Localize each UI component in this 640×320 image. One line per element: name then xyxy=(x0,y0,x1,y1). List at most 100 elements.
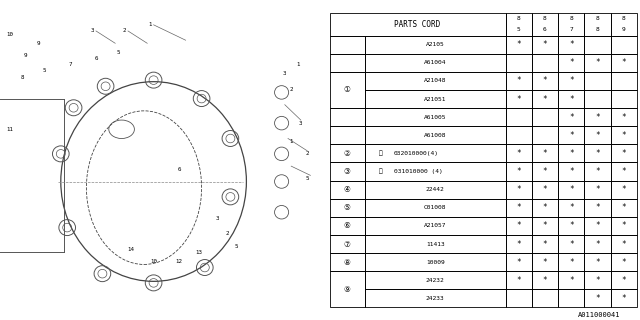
Text: A61005: A61005 xyxy=(424,115,447,120)
Text: *: * xyxy=(621,113,626,122)
Text: *: * xyxy=(543,149,547,158)
Text: *: * xyxy=(595,113,600,122)
Text: *: * xyxy=(543,167,547,176)
Text: ⑧: ⑧ xyxy=(344,258,351,267)
Bar xyxy=(365,289,506,308)
Text: *: * xyxy=(543,239,547,249)
Text: 12: 12 xyxy=(176,259,182,264)
Text: *: * xyxy=(621,239,626,249)
Bar xyxy=(365,126,506,144)
Bar xyxy=(558,144,584,163)
Text: 5: 5 xyxy=(517,27,520,32)
Text: 11413: 11413 xyxy=(426,242,445,246)
Bar xyxy=(584,36,611,54)
Text: *: * xyxy=(595,149,600,158)
Text: *: * xyxy=(569,167,573,176)
Text: A21048: A21048 xyxy=(424,78,447,84)
Bar xyxy=(532,217,558,235)
Text: ⑨: ⑨ xyxy=(344,285,351,294)
Bar xyxy=(506,253,532,271)
Bar xyxy=(558,126,584,144)
Bar xyxy=(611,36,637,54)
Text: *: * xyxy=(516,185,521,194)
Text: 10009: 10009 xyxy=(426,260,445,265)
Bar xyxy=(611,12,637,36)
Text: 6: 6 xyxy=(177,167,181,172)
Bar xyxy=(506,108,532,126)
Text: *: * xyxy=(595,203,600,212)
Bar xyxy=(584,90,611,108)
Text: *: * xyxy=(516,40,521,49)
Text: *: * xyxy=(543,76,547,85)
Text: *: * xyxy=(516,221,521,230)
Text: *: * xyxy=(621,149,626,158)
Bar xyxy=(532,90,558,108)
Text: Ⓦ: Ⓦ xyxy=(379,151,383,156)
Text: *: * xyxy=(569,149,573,158)
Bar xyxy=(584,12,611,36)
Bar xyxy=(365,163,506,180)
Text: *: * xyxy=(595,131,600,140)
Text: *: * xyxy=(543,276,547,285)
Bar xyxy=(330,271,365,308)
Bar xyxy=(532,271,558,289)
Text: *: * xyxy=(621,58,626,67)
Bar xyxy=(365,253,506,271)
Text: 24232: 24232 xyxy=(426,278,445,283)
Text: A21057: A21057 xyxy=(424,223,447,228)
Bar xyxy=(532,199,558,217)
Bar xyxy=(611,72,637,90)
Text: 031010000 (4): 031010000 (4) xyxy=(394,169,442,174)
Bar xyxy=(330,144,365,163)
Bar xyxy=(506,90,532,108)
Bar xyxy=(558,108,584,126)
Text: 1: 1 xyxy=(289,139,293,144)
Bar xyxy=(584,289,611,308)
Text: *: * xyxy=(543,203,547,212)
Bar xyxy=(506,235,532,253)
Bar xyxy=(532,12,558,36)
Text: 9: 9 xyxy=(24,53,28,58)
Text: *: * xyxy=(516,149,521,158)
Bar xyxy=(365,180,506,199)
Bar xyxy=(611,235,637,253)
Text: *: * xyxy=(569,203,573,212)
Text: *: * xyxy=(569,131,573,140)
Text: 3: 3 xyxy=(91,28,95,34)
Bar xyxy=(584,253,611,271)
Bar xyxy=(365,144,506,163)
Text: *: * xyxy=(569,58,573,67)
Bar xyxy=(330,36,365,54)
Bar xyxy=(558,180,584,199)
Text: *: * xyxy=(595,258,600,267)
Bar xyxy=(330,180,365,199)
Bar xyxy=(611,199,637,217)
Text: *: * xyxy=(516,239,521,249)
Text: 13: 13 xyxy=(195,250,202,255)
Bar xyxy=(330,72,365,108)
Text: ⑦: ⑦ xyxy=(344,239,351,249)
Bar xyxy=(330,199,365,217)
Text: 10: 10 xyxy=(6,32,13,36)
Text: *: * xyxy=(621,294,626,303)
Text: 8: 8 xyxy=(20,75,24,80)
Text: 6: 6 xyxy=(543,27,547,32)
Text: *: * xyxy=(516,276,521,285)
Text: *: * xyxy=(569,40,573,49)
Bar xyxy=(558,36,584,54)
Bar xyxy=(584,144,611,163)
Text: 1: 1 xyxy=(296,62,300,67)
Text: 5: 5 xyxy=(116,50,120,55)
Bar xyxy=(558,271,584,289)
Bar xyxy=(584,126,611,144)
Bar xyxy=(330,54,365,72)
Bar xyxy=(365,36,506,54)
Text: *: * xyxy=(516,258,521,267)
Text: *: * xyxy=(621,258,626,267)
Text: *: * xyxy=(621,167,626,176)
Bar xyxy=(611,54,637,72)
Bar xyxy=(532,235,558,253)
Bar xyxy=(506,54,532,72)
Text: 2: 2 xyxy=(289,87,293,92)
Bar xyxy=(584,54,611,72)
